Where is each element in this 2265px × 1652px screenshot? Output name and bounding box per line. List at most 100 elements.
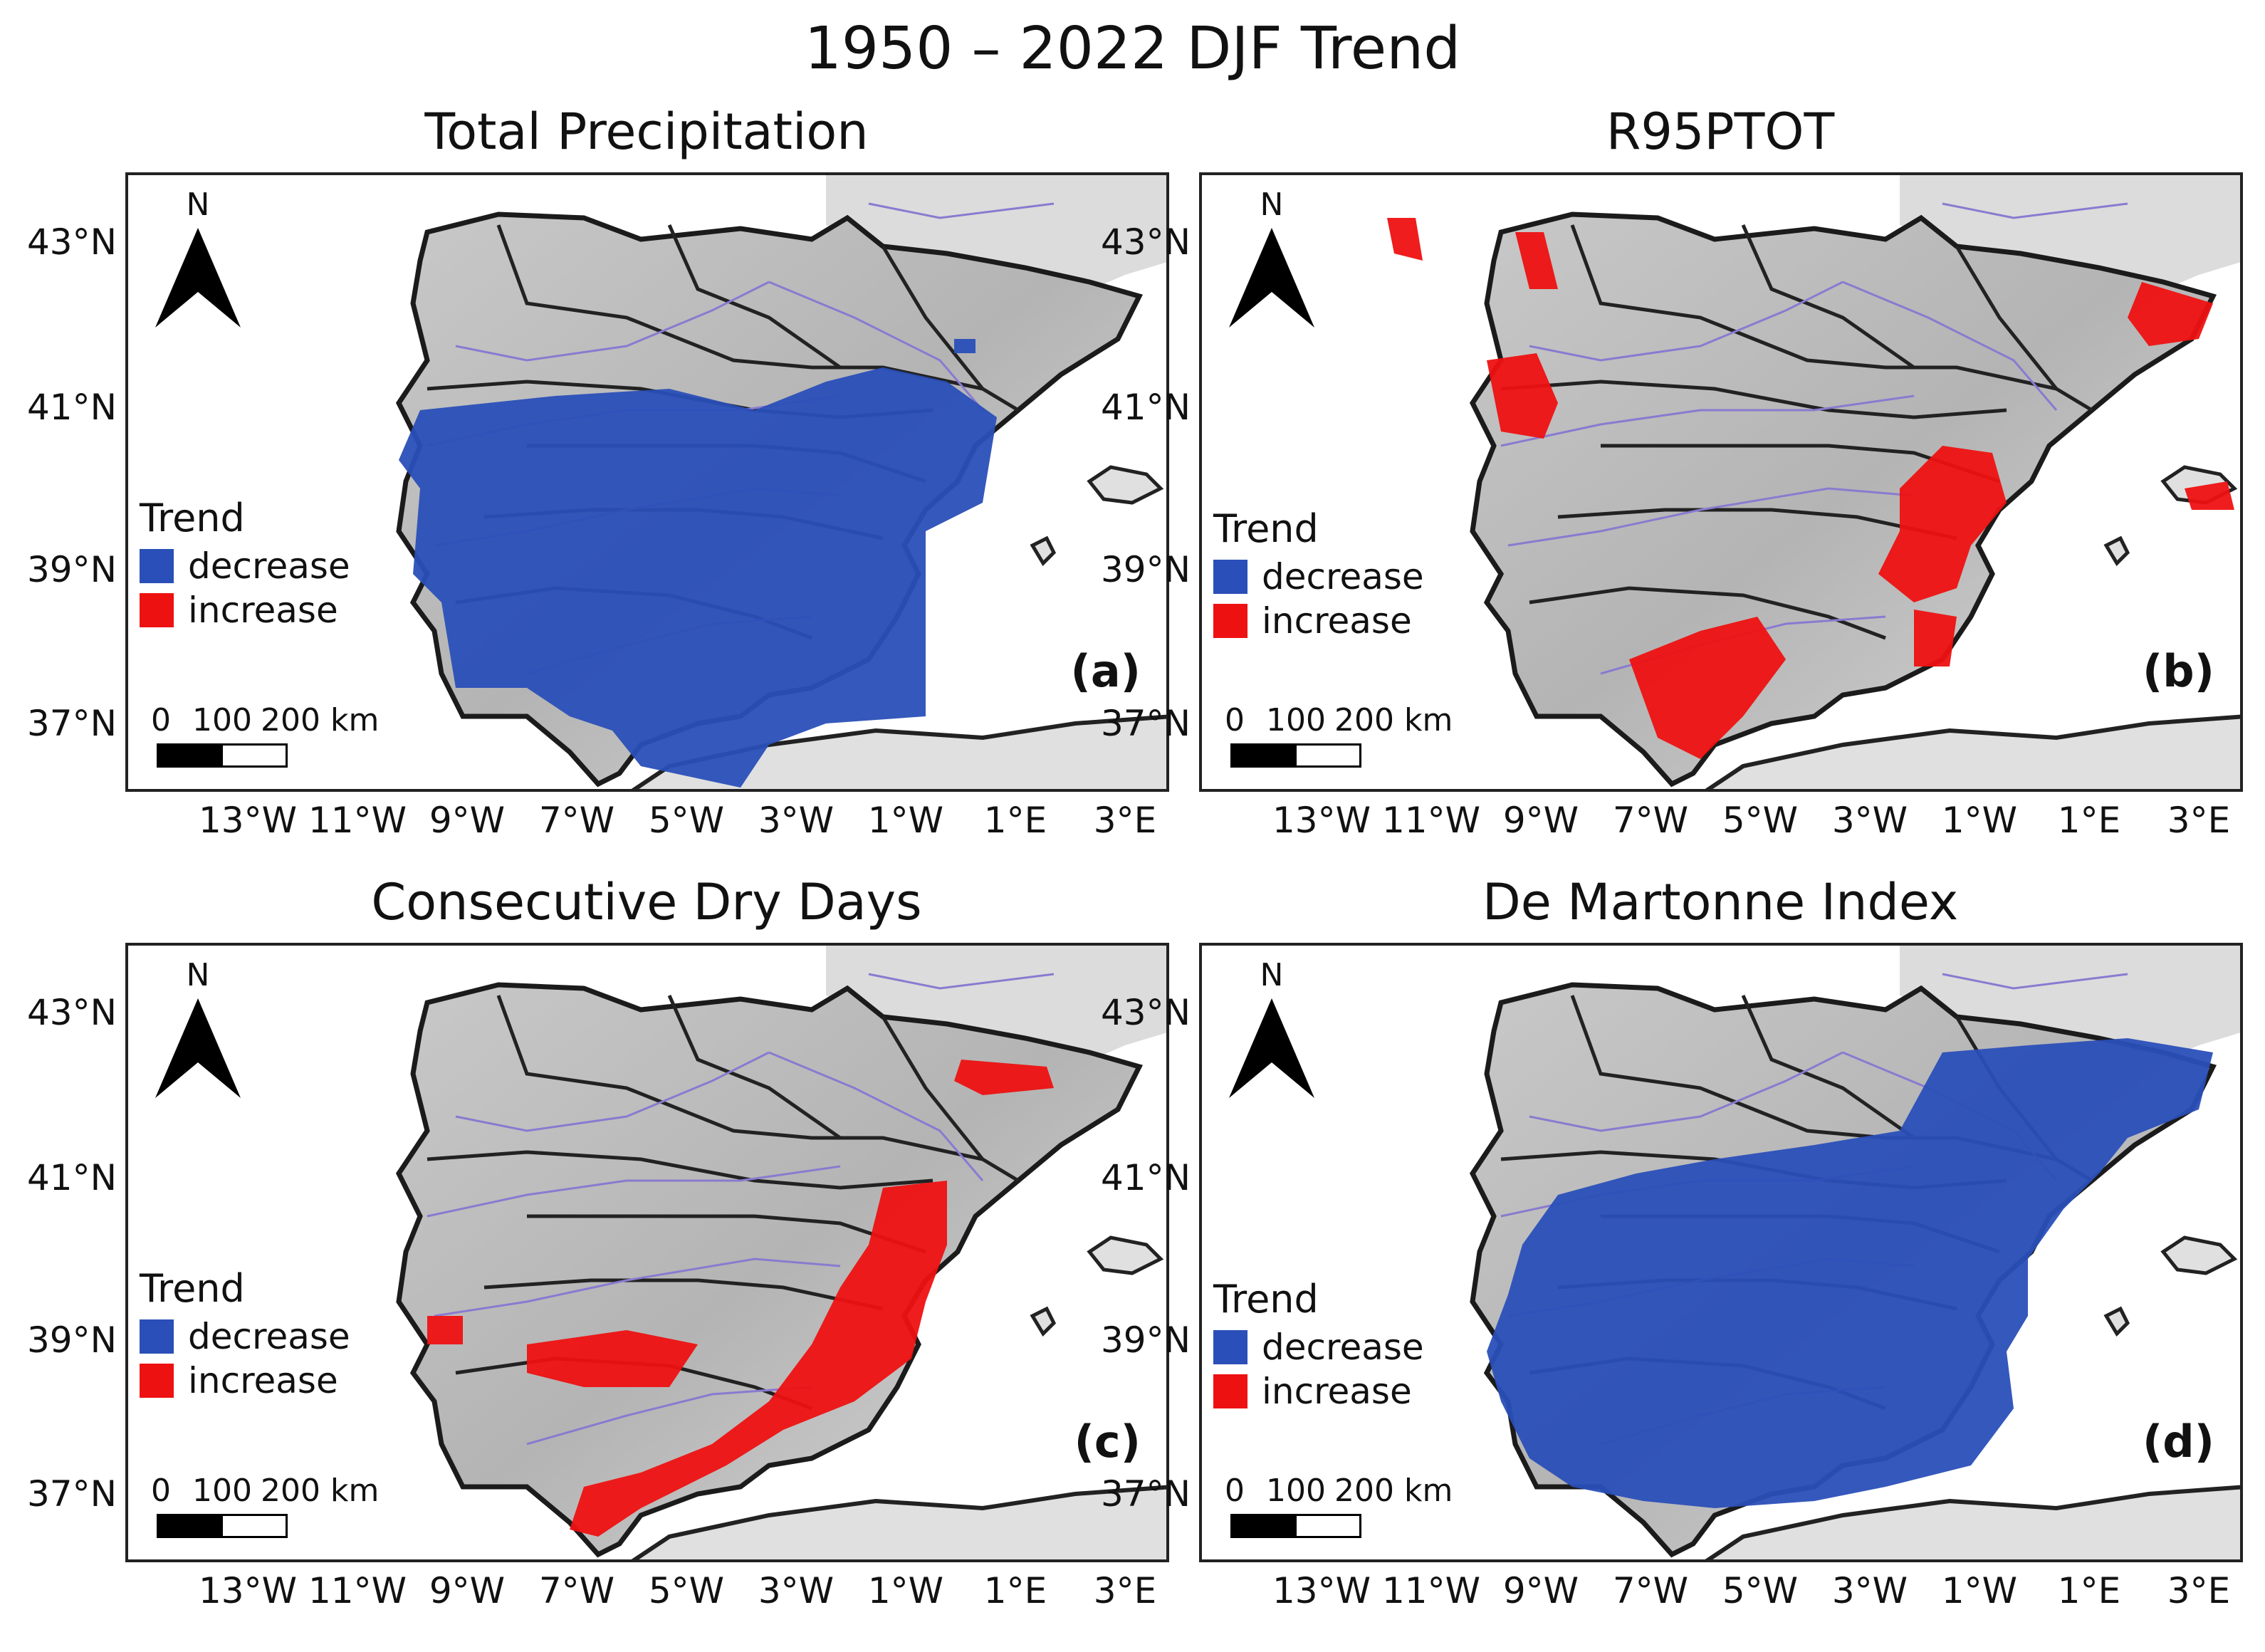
north-arrow-icon: N	[1215, 185, 1329, 338]
map-svg-c	[128, 946, 1169, 1562]
lon-label: 13°W	[1272, 800, 1371, 841]
scale-100: 100	[1266, 702, 1326, 738]
lon-label: 7°W	[538, 800, 615, 841]
lon-label: 3°E	[2167, 800, 2231, 841]
lat-label: 39°N	[1100, 549, 1191, 590]
lon-label: 9°W	[1502, 1570, 1579, 1611]
lon-label: 5°W	[648, 1570, 725, 1611]
lon-label: 1°E	[983, 1570, 1047, 1611]
legend-title: Trend	[140, 496, 245, 540]
basemap-iberia	[1472, 175, 2243, 792]
lon-label: 9°W	[429, 1570, 506, 1611]
legend-decrease-label: decrease	[188, 545, 350, 587]
panel-label-a: (a)	[1070, 645, 1141, 697]
scale-200: 200 km	[261, 1473, 380, 1509]
map-panel-c: N Trend decrease increase 0 100 200 km (c)	[125, 943, 1169, 1562]
decrease-area-d-0	[1487, 1038, 2213, 1508]
panel-title-a: Total Precipitation	[424, 103, 869, 161]
lat-label: 41°N	[1100, 387, 1191, 428]
increase-area-b-5	[1515, 232, 1558, 289]
scale-0: 0	[151, 702, 171, 738]
scale-0: 0	[151, 1473, 171, 1509]
panel-title-c: Consecutive Dry Days	[371, 873, 922, 931]
legend-increase-label: increase	[1262, 1371, 1412, 1412]
lon-label: 3°W	[1831, 800, 1908, 841]
scale-200: 200 km	[1334, 702, 1453, 738]
lat-label: 43°N	[26, 221, 117, 263]
lat-label: 39°N	[26, 1319, 117, 1361]
lat-label: 43°N	[26, 992, 117, 1033]
increase-area-b-1	[2128, 282, 2213, 346]
lon-label: 1°W	[867, 1570, 944, 1611]
increase-area-b-0	[1487, 353, 1558, 439]
panel-label-b: (b)	[2142, 645, 2214, 697]
increase-swatch	[1213, 604, 1247, 638]
legend-decrease: decrease	[140, 1314, 350, 1359]
lon-label: 7°W	[1612, 1570, 1689, 1611]
lat-label: 39°N	[1100, 1319, 1191, 1361]
legend-decrease-label: decrease	[188, 1316, 350, 1357]
lon-label: 9°W	[429, 800, 506, 841]
legend-decrease-label: decrease	[1262, 556, 1424, 597]
legend-decrease: decrease	[1213, 555, 1424, 599]
legend-increase-label: increase	[188, 590, 338, 631]
legend: Trend decrease increase	[1213, 1277, 1424, 1413]
lon-label: 7°W	[1612, 800, 1689, 841]
north-label: N	[186, 187, 210, 223]
legend-increase: increase	[1213, 1369, 1424, 1413]
lon-label: 3°W	[758, 800, 835, 841]
panel-label-c: (c)	[1074, 1416, 1141, 1468]
lat-label: 43°N	[1100, 992, 1191, 1033]
lon-label: 1°W	[1941, 800, 2018, 841]
lat-label: 37°N	[1100, 1473, 1191, 1515]
increase-area-b-6	[1914, 610, 1957, 666]
scale-100: 100	[192, 702, 252, 738]
increase-area-b-4	[1387, 218, 1423, 261]
lat-label: 41°N	[26, 387, 117, 428]
lon-label: 1°E	[2057, 1570, 2121, 1611]
increase-swatch	[1213, 1374, 1247, 1408]
legend-title: Trend	[1213, 1277, 1319, 1322]
legend: Trend decrease increase	[140, 1266, 350, 1403]
north-arrow-icon: N	[141, 956, 255, 1108]
legend: Trend decrease increase	[140, 496, 350, 632]
legend-decrease: decrease	[140, 544, 350, 588]
increase-swatch	[140, 1364, 174, 1398]
map-panel-b: N Trend decrease increase 0 100 200 km (b)	[1199, 172, 2243, 792]
legend-increase-label: increase	[188, 1360, 338, 1401]
increase-area-c-0	[954, 1060, 1054, 1095]
lon-label: 1°W	[1941, 1570, 2018, 1611]
legend-increase-label: increase	[1262, 600, 1412, 642]
scale-200: 200 km	[261, 702, 380, 738]
legend-increase: increase	[1213, 599, 1424, 643]
lat-label: 41°N	[1100, 1157, 1191, 1198]
north-label: N	[186, 957, 210, 993]
lon-label: 3°E	[1093, 1570, 1157, 1611]
map-svg-d	[1202, 946, 2243, 1562]
decrease-swatch	[1213, 1330, 1247, 1364]
decrease-swatch	[140, 549, 174, 583]
legend-decrease-label: decrease	[1262, 1327, 1424, 1368]
lat-label: 37°N	[26, 703, 117, 744]
increase-area-c-1	[570, 1181, 947, 1537]
legend-increase: increase	[140, 588, 350, 632]
increase-area-c-3	[427, 1316, 463, 1344]
lon-label: 13°W	[198, 1570, 298, 1611]
north-label: N	[1260, 957, 1284, 993]
map-panel-d: N Trend decrease increase 0 100 200 km (d)	[1199, 943, 2243, 1562]
lon-label: 3°E	[2167, 1570, 2231, 1611]
lon-label: 11°W	[308, 1570, 407, 1611]
decrease-area-a-0	[399, 367, 997, 788]
lon-label: 3°W	[758, 1570, 835, 1611]
increase-area-c-2	[527, 1330, 698, 1387]
lon-label: 7°W	[538, 1570, 615, 1611]
scale-100: 100	[1266, 1473, 1326, 1509]
lat-label: 39°N	[26, 549, 117, 590]
north-arrow-icon: N	[1215, 956, 1329, 1108]
lon-label: 5°W	[1722, 1570, 1799, 1611]
scale-0: 0	[1225, 702, 1245, 738]
scale-100: 100	[192, 1473, 252, 1509]
basemap-iberia	[399, 946, 1169, 1562]
legend-decrease: decrease	[1213, 1325, 1424, 1369]
lon-label: 13°W	[198, 800, 298, 841]
